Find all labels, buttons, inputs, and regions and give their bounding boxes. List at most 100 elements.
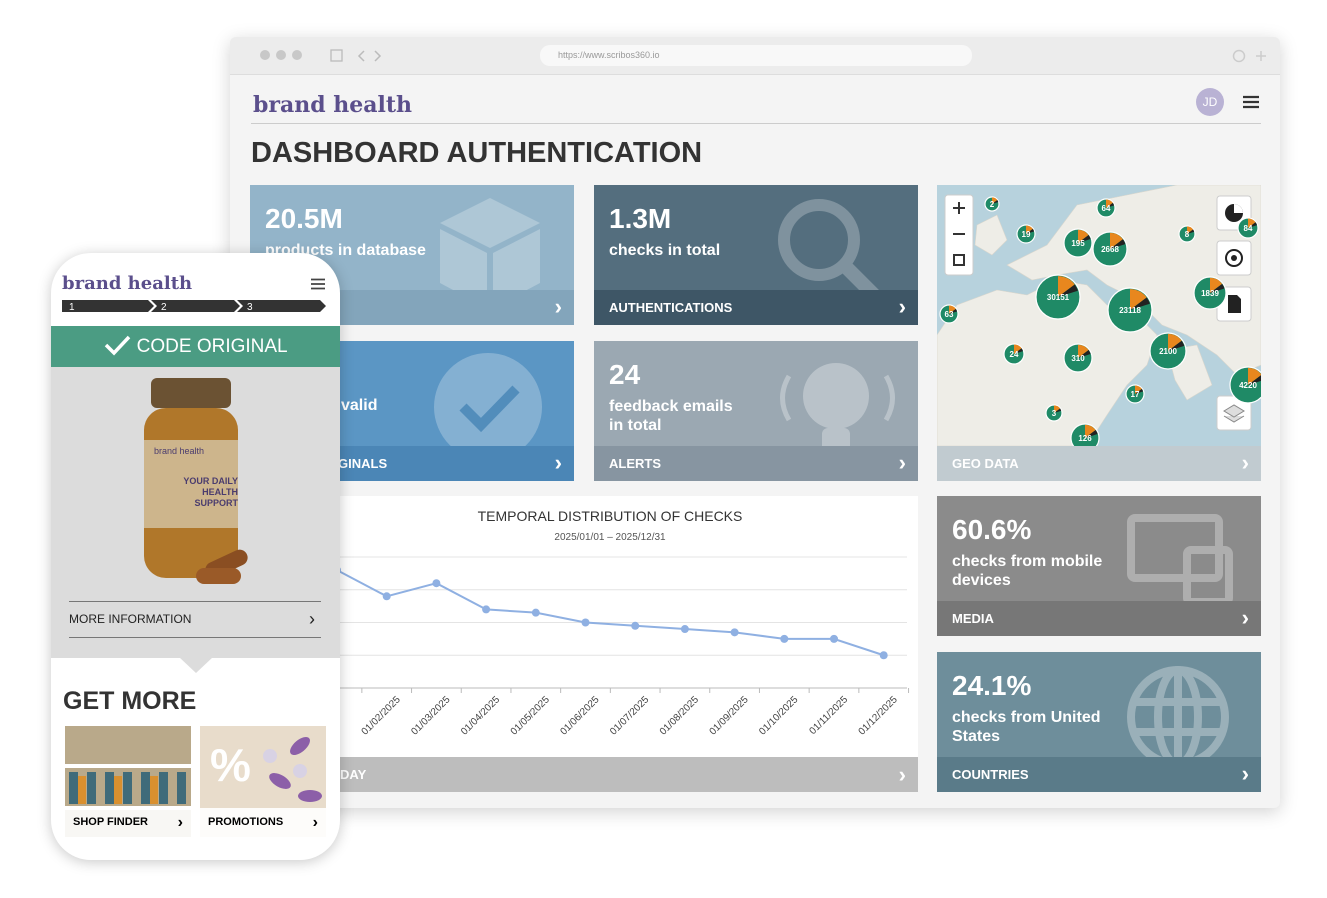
- stat-card: 24 feedback emails in total ALERTS: [594, 341, 918, 481]
- cluster-label: 126: [1078, 434, 1092, 443]
- cluster-slice: [1078, 344, 1089, 358]
- menu-icon[interactable]: [1242, 95, 1260, 109]
- cluster-slice: [1026, 225, 1033, 234]
- cluster-label: 17: [1131, 390, 1140, 399]
- status-banner: CODE ORIGINAL: [51, 326, 340, 367]
- cluster-label: 30151: [1047, 293, 1070, 302]
- cluster-label: 24: [1010, 350, 1019, 359]
- cluster-slice: [1110, 232, 1123, 249]
- x-tick-label: 01/10/2025: [757, 694, 800, 737]
- map-cluster[interactable]: 24: [1003, 343, 1025, 365]
- more-info-link[interactable]: MORE INFORMATION ›: [69, 601, 321, 638]
- chart-subtitle: 2025/01/01 – 2025/12/31: [554, 532, 666, 543]
- cluster-slice: [1248, 367, 1261, 385]
- map-cluster[interactable]: 126: [1070, 423, 1100, 446]
- brand-logo[interactable]: brand health: [253, 92, 413, 118]
- card-link[interactable]: COUNTRIES: [937, 756, 1261, 792]
- card-value: 60.6%: [952, 514, 1032, 545]
- x-tick-label: 01/09/2025: [708, 694, 751, 737]
- card-label: checks from mobile devices: [952, 553, 1103, 589]
- card-link[interactable]: ALERTS: [594, 445, 918, 481]
- devices-icon: [1127, 514, 1233, 606]
- map-cluster[interactable]: 310: [1063, 343, 1093, 373]
- map-cluster[interactable]: 4220: [1229, 366, 1261, 404]
- tile-label: PROMOTIONS: [208, 816, 284, 828]
- cluster-slice: [1054, 405, 1061, 413]
- map-cluster[interactable]: 84: [1237, 217, 1259, 239]
- map-cluster[interactable]: 30151: [1035, 274, 1081, 320]
- data-point: [879, 651, 888, 660]
- data-point: [830, 634, 838, 643]
- cluster-slice: [1078, 229, 1089, 243]
- product-brand: brand health: [154, 446, 204, 456]
- x-tick-label: 01/06/2025: [558, 694, 601, 737]
- card-link[interactable]: AUTHENTICATIONS: [594, 289, 918, 325]
- map-cluster[interactable]: 2: [984, 196, 1000, 212]
- cluster-label: 4220: [1239, 381, 1257, 390]
- map-cluster[interactable]: 63: [939, 304, 959, 324]
- x-tick-label: 01/12/2025: [857, 694, 900, 737]
- mobile-menu[interactable]: [310, 278, 326, 290]
- chart-link[interactable]: DAY ›: [250, 757, 918, 792]
- stat-card: 24.1% checks from United States COUNTRIE…: [937, 652, 1261, 792]
- cluster-slice: [1210, 283, 1225, 293]
- progress-steps: 1 2 3: [62, 300, 326, 313]
- step-label: 1: [69, 302, 75, 313]
- cluster-slice: [1014, 344, 1022, 354]
- cluster-slice: [1058, 284, 1078, 297]
- tile[interactable]: SHOP FINDER ›: [65, 726, 191, 837]
- cluster-slice: [1248, 375, 1261, 385]
- chart-title: TEMPORAL DISTRIBUTION OF CHECKS: [478, 508, 743, 524]
- cluster-slice: [1187, 229, 1195, 234]
- map-cluster[interactable]: 23118: [1107, 287, 1153, 333]
- tile[interactable]: % PROMOTIONS ›: [200, 726, 326, 837]
- line-chart: TEMPORAL DISTRIBUTION OF CHECKS 2025/01/…: [250, 508, 910, 738]
- card-link[interactable]: GEO DATA: [937, 445, 1261, 481]
- user-avatar[interactable]: JD: [1196, 88, 1224, 116]
- map-cluster[interactable]: 64: [1096, 198, 1116, 218]
- globe-icon: [1127, 666, 1229, 768]
- cluster-slice: [1078, 235, 1091, 243]
- address-bar[interactable]: https://www.scribos360.io: [540, 45, 972, 66]
- data-point: [382, 592, 391, 601]
- map-cluster[interactable]: 195: [1063, 228, 1093, 258]
- cluster-label: 8: [1185, 230, 1190, 239]
- card-link[interactable]: MEDIA: [937, 600, 1261, 636]
- map[interactable]: 2 64 19 195 2668 8 84 30151 23118 1839 63 24 310 2100…: [937, 185, 1261, 446]
- x-tick-label: 01/08/2025: [658, 694, 701, 737]
- window-dot: [292, 50, 302, 60]
- x-tick-label: 01/02/2025: [360, 694, 403, 737]
- chevron: ›: [312, 814, 318, 831]
- cluster-slice: [1014, 348, 1024, 354]
- window-dot: [260, 50, 270, 60]
- window-dot: [276, 50, 286, 60]
- tile-caption: SHOP FINDER ›: [65, 808, 191, 837]
- cluster-label: 310: [1071, 354, 1085, 363]
- map-cluster[interactable]: 17: [1125, 384, 1145, 404]
- card-value: 24: [609, 359, 641, 390]
- stat-card: 1.3M checks in total AUTHENTICATIONS: [594, 185, 918, 325]
- map-cluster[interactable]: 1839: [1193, 276, 1227, 310]
- map-cluster[interactable]: 3: [1045, 404, 1063, 422]
- tile-label: SHOP FINDER: [73, 816, 148, 828]
- map-cluster[interactable]: 8: [1178, 225, 1196, 243]
- step-label: 2: [161, 302, 167, 313]
- cluster-label: 2668: [1101, 245, 1119, 254]
- map-cluster[interactable]: 2668: [1092, 231, 1128, 267]
- svg-text:%: %: [210, 739, 251, 791]
- cluster-slice: [1058, 276, 1075, 297]
- browser-actions[interactable]: [1230, 48, 1270, 64]
- cluster-label: 1839: [1201, 289, 1219, 298]
- cluster-slice: [949, 308, 958, 314]
- cluster-label: 63: [945, 310, 954, 319]
- card-value: 24.1%: [952, 670, 1032, 701]
- map-cluster[interactable]: 19: [1016, 224, 1036, 244]
- nav-icons[interactable]: [328, 48, 388, 64]
- chevron: ›: [309, 609, 315, 629]
- cluster-slice: [1135, 385, 1142, 394]
- geo-card: 2 64 19 195 2668 8 84 30151 23118 1839 63 24 310 2100…: [937, 185, 1261, 481]
- cluster-label: 19: [1022, 230, 1031, 239]
- chevron: ›: [898, 762, 906, 787]
- map-cluster[interactable]: 2100: [1149, 332, 1187, 370]
